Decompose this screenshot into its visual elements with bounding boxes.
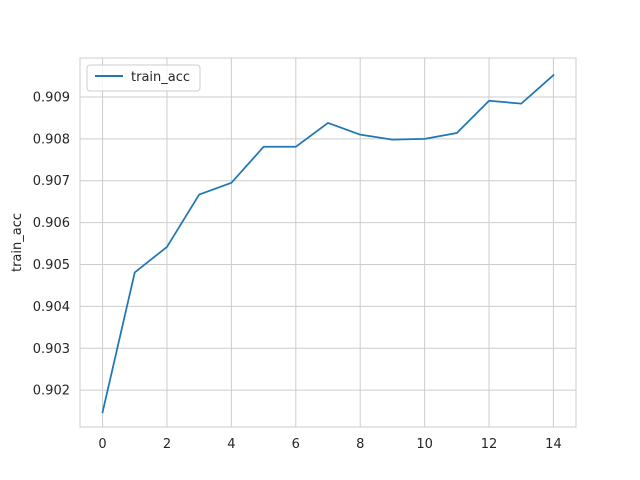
legend-label-train-acc: train_acc [131, 70, 190, 85]
series-line-train-acc [101, 73, 555, 414]
plot-frame [79, 57, 577, 428]
y-tick-label: 0.909 [33, 90, 70, 105]
y-tick-label: 0.905 [33, 258, 70, 273]
y-axis: 0.902 0.903 0.904 0.905 0.906 0.907 0.908 0.909 [33, 90, 70, 398]
x-axis: 0 2 4 6 8 10 12 14 [98, 437, 561, 452]
x-tick-label: 14 [545, 437, 562, 452]
x-tick-label: 6 [292, 437, 300, 452]
x-tick-label: 4 [227, 437, 235, 452]
grid [80, 58, 576, 427]
y-tick-label: 0.902 [33, 384, 70, 399]
x-tick-label: 10 [416, 437, 433, 452]
legend-box [86, 64, 201, 92]
x-tick-label: 12 [481, 437, 498, 452]
y-tick-label: 0.908 [33, 132, 70, 147]
x-tick-label: 8 [356, 437, 364, 452]
y-tick-label: 0.903 [33, 342, 70, 357]
y-axis-label: train_acc [10, 213, 25, 272]
plot-area [80, 58, 576, 427]
y-tick-label: 0.906 [33, 216, 70, 231]
y-tick-label: 0.907 [33, 174, 70, 189]
legend: train_acc [86, 64, 201, 92]
y-tick-label: 0.904 [33, 300, 70, 315]
x-tick-label: 0 [98, 437, 106, 452]
x-tick-label: 2 [163, 437, 171, 452]
series-layer [101, 73, 555, 414]
